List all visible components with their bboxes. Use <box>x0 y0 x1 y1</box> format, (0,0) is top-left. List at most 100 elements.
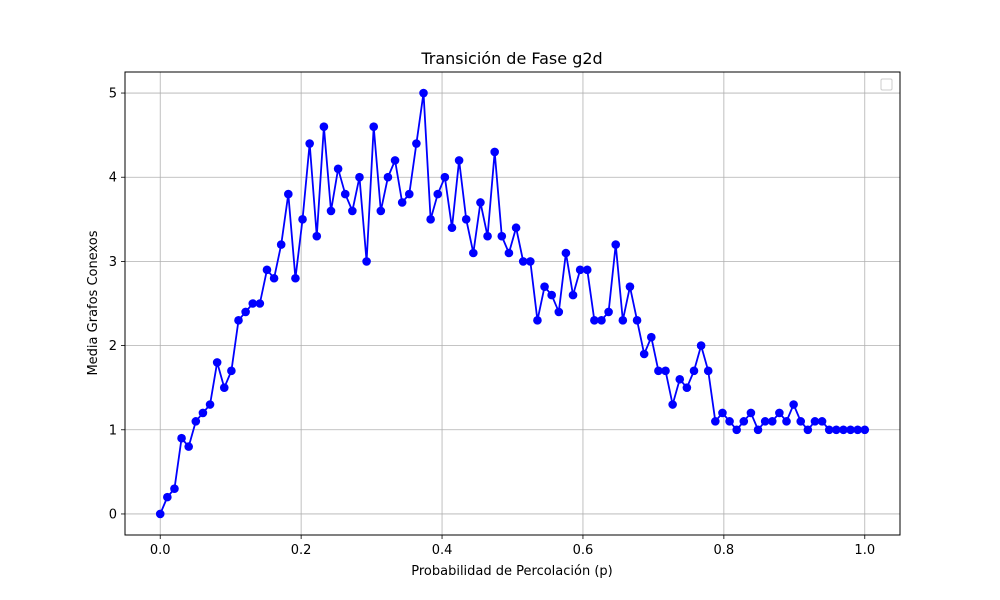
data-point <box>547 290 556 300</box>
data-point <box>184 442 193 451</box>
series-line <box>155 88 870 519</box>
data-point <box>853 425 862 435</box>
series-polyline <box>159 92 865 515</box>
data-point <box>782 417 791 426</box>
data-point <box>355 172 364 182</box>
y-tick-label: 3 <box>109 255 117 270</box>
data-point <box>404 189 414 199</box>
y-tick-label: 5 <box>109 87 117 102</box>
data-point <box>504 248 514 258</box>
grid <box>125 72 900 535</box>
data-point <box>376 206 386 216</box>
data-point <box>305 139 314 148</box>
data-point <box>725 417 734 426</box>
data-point <box>618 316 628 325</box>
data-point <box>746 408 756 418</box>
data-point <box>518 257 528 266</box>
data-point <box>447 223 457 233</box>
data-point <box>682 383 692 392</box>
data-point <box>362 257 371 266</box>
data-point <box>426 215 435 224</box>
data-point <box>333 164 343 174</box>
y-tick-label: 0 <box>109 507 117 522</box>
data-point <box>775 408 784 418</box>
data-point <box>789 400 798 409</box>
data-point <box>269 273 279 283</box>
data-point <box>632 316 642 325</box>
y-tick-label: 4 <box>109 171 117 186</box>
data-point <box>191 417 201 426</box>
data-point <box>760 417 770 426</box>
data-point <box>654 366 663 376</box>
data-point <box>661 366 670 376</box>
data-point <box>839 425 848 435</box>
x-tick-label: 0.4 <box>432 543 453 558</box>
data-point <box>170 484 179 494</box>
data-point <box>739 417 749 426</box>
data-point <box>497 231 507 241</box>
data-point <box>340 189 350 199</box>
data-point <box>390 156 400 165</box>
data-point <box>155 509 165 519</box>
data-point <box>511 223 521 233</box>
x-tick-label: 0.0 <box>150 543 171 558</box>
data-point <box>703 366 713 376</box>
data-point <box>227 366 236 376</box>
data-point <box>255 299 265 308</box>
data-point <box>483 231 492 241</box>
data-point <box>604 307 613 317</box>
axes-frame <box>124 71 901 536</box>
data-point <box>824 425 834 435</box>
data-point <box>298 215 307 224</box>
data-point <box>568 290 578 300</box>
x-tick-label: 0.2 <box>291 543 312 558</box>
data-point <box>319 122 329 132</box>
data-point <box>590 316 599 325</box>
data-point <box>646 332 656 342</box>
data-point <box>291 273 300 283</box>
data-point <box>440 172 450 182</box>
data-point <box>262 265 272 275</box>
data-point <box>284 189 293 199</box>
data-point <box>796 417 806 426</box>
data-point <box>419 88 428 98</box>
data-point <box>276 240 286 249</box>
data-point <box>540 282 549 291</box>
data-point <box>533 316 542 325</box>
legend-box <box>880 78 893 91</box>
data-point <box>597 316 606 325</box>
data-point <box>412 139 421 148</box>
data-point <box>397 198 407 207</box>
data-point <box>219 383 229 392</box>
data-point <box>860 425 870 435</box>
data-point <box>803 425 813 435</box>
data-point <box>582 265 592 275</box>
y-tick-label: 1 <box>109 423 117 438</box>
x-tick-label: 0.8 <box>714 543 735 558</box>
chart-title: Transición de Fase g2d <box>420 49 602 68</box>
data-point <box>711 417 720 426</box>
data-point <box>817 417 827 426</box>
data-point <box>234 316 243 325</box>
data-point <box>476 198 485 207</box>
data-point <box>312 231 322 241</box>
data-point <box>696 341 706 350</box>
data-point <box>433 189 443 199</box>
x-tick-label: 1.0 <box>854 543 875 558</box>
data-point <box>369 122 379 132</box>
data-point <box>611 240 621 249</box>
data-point <box>469 248 478 258</box>
data-point <box>454 156 464 165</box>
data-point <box>668 400 677 409</box>
data-point <box>198 408 208 418</box>
data-point <box>753 425 763 435</box>
data-point <box>718 408 727 418</box>
data-point <box>732 425 741 435</box>
data-point <box>554 307 564 317</box>
data-point <box>383 172 393 182</box>
data-point <box>205 400 215 409</box>
data-point <box>163 492 172 502</box>
data-point <box>767 417 777 426</box>
data-point <box>326 206 336 216</box>
